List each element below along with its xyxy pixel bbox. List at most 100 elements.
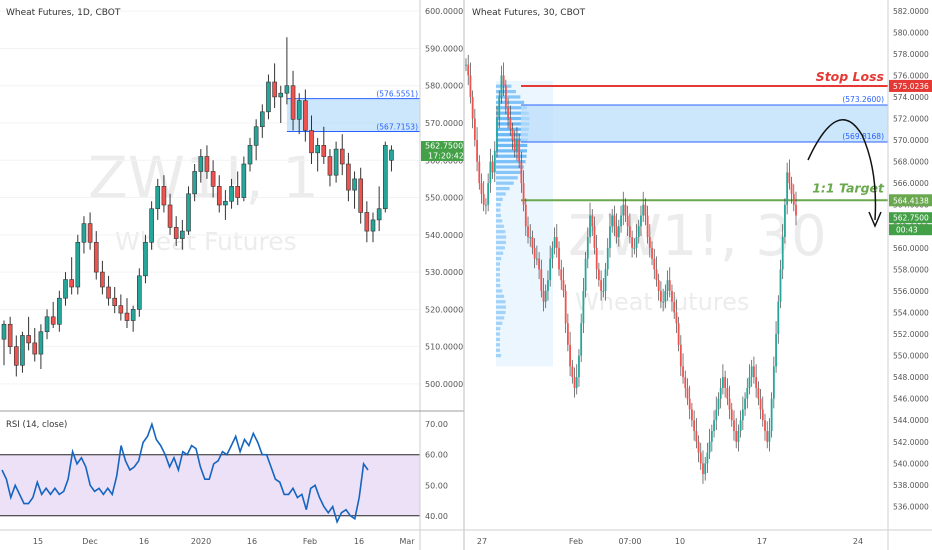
- daily-candle-body: [161, 186, 167, 206]
- intraday-timer-label: 00:43: [896, 226, 918, 235]
- intraday-candle-body: [642, 204, 645, 216]
- daily-candle-body: [272, 81, 277, 98]
- volume-profile-bar: [496, 348, 500, 352]
- intraday-candle-body: [664, 290, 667, 302]
- intraday-x-tick-label: Feb: [569, 537, 583, 546]
- intraday-candle-body: [781, 237, 784, 270]
- intraday-candle-body: [657, 280, 660, 291]
- intraday-candle-body: [677, 323, 680, 345]
- volume-profile-bar: [496, 176, 518, 180]
- intraday-candle-body: [509, 118, 512, 130]
- rsi-y-tick-label: 60.00: [425, 451, 448, 460]
- daily-candle-body: [223, 200, 228, 206]
- intraday-y-tick-label: 558.0000: [893, 265, 929, 274]
- intraday-candle-body: [617, 226, 620, 238]
- volume-profile-bar: [496, 337, 500, 342]
- daily-candle-body: [69, 279, 74, 288]
- volume-profile-bar: [496, 143, 528, 148]
- volume-profile-bar: [496, 246, 505, 250]
- intraday-candle-body: [790, 183, 793, 194]
- intraday-candle-body: [529, 237, 532, 239]
- intraday-candle-body: [527, 226, 529, 238]
- daily-candle-body: [235, 186, 240, 198]
- daily-candle-body: [32, 342, 38, 355]
- volume-profile-bar: [496, 273, 500, 277]
- intraday-candle-body: [759, 398, 762, 410]
- intraday-y-tick-label: 560.0000: [893, 244, 929, 253]
- intraday-candle-body: [688, 398, 691, 410]
- intraday-candle-body: [697, 441, 700, 453]
- intraday-x-tick-label: 27: [477, 537, 487, 546]
- intraday-candle-body: [739, 420, 742, 432]
- volume-profile-bar: [496, 278, 500, 282]
- intraday-candle-body: [637, 226, 640, 238]
- intraday-candle-body: [611, 215, 614, 227]
- daily-candle-body: [296, 100, 302, 120]
- volume-profile-bar: [496, 111, 529, 115]
- volume-profile-bar: [496, 160, 526, 164]
- daily-x-tick-label: 16: [139, 537, 149, 546]
- intraday-candle-body: [788, 172, 791, 184]
- daily-candle-body: [75, 241, 81, 288]
- volume-profile-bar: [496, 106, 527, 110]
- daily-candle-body: [247, 145, 253, 165]
- intraday-candle-body: [772, 366, 775, 399]
- intraday-candle-body: [584, 258, 587, 291]
- intraday-x-tick-label: 17: [757, 537, 767, 546]
- intraday-candle-body: [646, 215, 649, 238]
- intraday-candle-body: [589, 215, 591, 238]
- intraday-x-tick-label: 07:00: [618, 537, 641, 546]
- projection-arrow: [807, 119, 877, 221]
- volume-profile-bar: [496, 224, 504, 228]
- intraday-y-tick-label: 552.0000: [893, 330, 929, 339]
- daily-y-tick-label: 520.0000: [425, 305, 463, 314]
- daily-timer-tag: [421, 151, 464, 162]
- daily-y-tick-label: 600.0000: [425, 7, 463, 16]
- intraday-candle-body: [668, 280, 671, 291]
- intraday-y-tick-label: 536.0000: [893, 502, 929, 511]
- daily-candle-body: [198, 156, 204, 172]
- volume-profile-bar: [496, 100, 525, 104]
- intraday-chart-panel: ZW1!, 30 Wheat Futures (573.2600)(569.81…: [465, 7, 932, 546]
- intraday-candle-body: [547, 280, 549, 291]
- volume-profile-bar: [496, 267, 500, 271]
- intraday-candle-body: [465, 64, 467, 66]
- daily-candle-body: [339, 148, 345, 165]
- volume-profile-bar: [496, 353, 502, 358]
- daily-candle-body: [290, 85, 296, 120]
- daily-y-tick-label: 540.0000: [425, 231, 463, 240]
- intraday-candle-body: [750, 366, 753, 378]
- intraday-candle-body: [628, 226, 631, 238]
- daily-candle-body: [130, 309, 136, 321]
- daily-candle-body: [173, 227, 179, 239]
- daily-candle-body: [149, 208, 154, 243]
- daily-candle-body: [38, 331, 44, 355]
- daily-y-tick-label: 570.0000: [425, 119, 463, 128]
- daily-candle-body: [204, 156, 210, 172]
- stop-loss-price-tag: [889, 79, 932, 92]
- intraday-candle-body: [655, 269, 658, 281]
- intraday-candle-body: [795, 204, 797, 216]
- daily-candle-body: [100, 271, 105, 288]
- target-price-tag: [889, 194, 932, 207]
- intraday-candle-body: [549, 258, 552, 281]
- intraday-y-tick-label: 538.0000: [893, 481, 929, 490]
- intraday-candle-body: [699, 452, 702, 464]
- daily-last-price-tag: [421, 141, 464, 152]
- volume-profile-bar: [496, 283, 501, 288]
- intraday-candle-body: [662, 301, 665, 303]
- daily-candle-body: [57, 297, 62, 325]
- intraday-candle-body: [684, 377, 687, 388]
- intraday-candle-body: [713, 420, 715, 432]
- daily-candle-body: [124, 312, 130, 321]
- daily-y-tick-label: 500.0000: [425, 380, 463, 389]
- intraday-candle-body: [522, 183, 525, 205]
- daily-candle-body: [364, 212, 370, 232]
- daily-candle-body: [352, 178, 357, 191]
- volume-profile-bar: [496, 240, 506, 245]
- intraday-y-tick-label: 556.0000: [893, 287, 929, 296]
- intraday-candle-body: [555, 237, 558, 248]
- intraday-candle-body: [624, 204, 627, 216]
- intraday-candle-body: [615, 226, 618, 238]
- intraday-candle-body: [673, 301, 676, 313]
